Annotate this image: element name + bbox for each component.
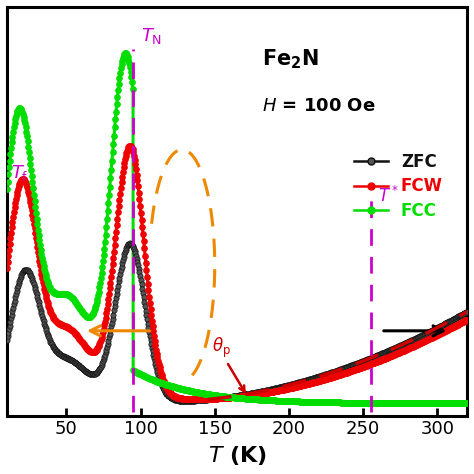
Text: $T_\mathrm{N}$: $T_\mathrm{N}$: [140, 26, 162, 46]
Text: $\mathit{H}$ = 100 Oe: $\mathit{H}$ = 100 Oe: [262, 97, 376, 115]
X-axis label: $\mathit{T}$ (K): $\mathit{T}$ (K): [208, 444, 266, 467]
Text: $T_\mathrm{f}$: $T_\mathrm{f}$: [11, 163, 29, 183]
Text: $\theta_\mathrm{p}$: $\theta_\mathrm{p}$: [212, 336, 231, 360]
Text: $\mathbf{Fe_2N}$: $\mathbf{Fe_2N}$: [262, 48, 319, 72]
Legend: ZFC, FCW, FCC: ZFC, FCW, FCC: [347, 146, 449, 227]
Text: $T^*$: $T^*$: [378, 186, 399, 206]
